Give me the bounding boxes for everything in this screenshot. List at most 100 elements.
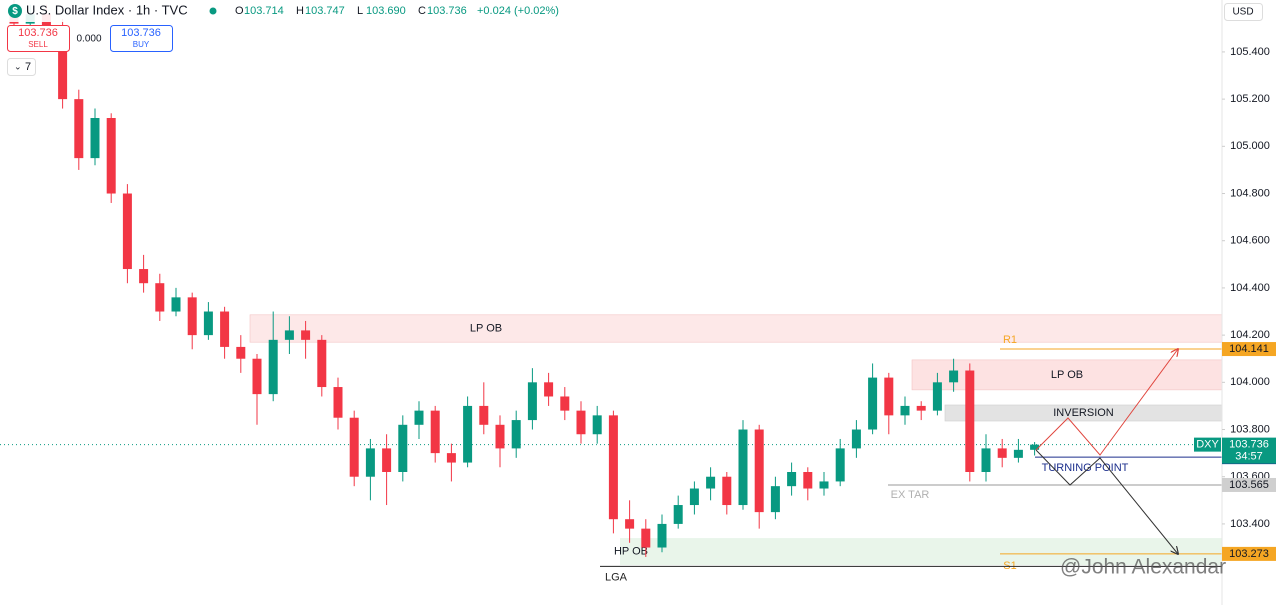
indicators-toggle[interactable] bbox=[7, 58, 36, 76]
zone-label: LP OB bbox=[470, 322, 502, 334]
zone-label: INVERSION bbox=[1053, 407, 1114, 419]
candle-body bbox=[868, 377, 878, 430]
sell-label: SELL bbox=[28, 40, 48, 49]
symbol-tag bbox=[1194, 437, 1221, 452]
zone bbox=[249, 314, 1223, 343]
level-label: S1 bbox=[1003, 560, 1016, 572]
candle-body bbox=[544, 382, 554, 397]
candle-body bbox=[122, 193, 132, 270]
candle-body bbox=[851, 429, 861, 449]
ohlc-value: 103.714 bbox=[244, 5, 284, 17]
price-tag bbox=[1222, 546, 1276, 561]
y-tick-label: 105.000 bbox=[1230, 140, 1270, 152]
ohlc-label: L bbox=[357, 5, 363, 17]
price-tag-text: 104.141 bbox=[1229, 343, 1269, 355]
candle-body bbox=[430, 410, 440, 454]
currency-button[interactable] bbox=[1224, 3, 1263, 21]
indicator-count: 7 bbox=[25, 61, 31, 73]
level-label: TURNING POINT bbox=[1042, 462, 1129, 474]
y-tick-label: 103.400 bbox=[1230, 518, 1270, 530]
candle-body bbox=[738, 429, 748, 506]
y-tick-label: 105.200 bbox=[1230, 93, 1270, 105]
price-axis: 103.400103.600103.800104.000104.200104.4… bbox=[1222, 46, 1270, 530]
chevron: ⌄ bbox=[14, 61, 22, 71]
candle-body bbox=[689, 488, 699, 506]
symbol-icon bbox=[8, 4, 22, 18]
candle-body bbox=[139, 269, 149, 284]
zone-label: LP OB bbox=[1051, 369, 1083, 381]
last-price-text: 103.736 bbox=[1229, 439, 1269, 451]
zone bbox=[620, 538, 1222, 565]
buy-button[interactable] bbox=[110, 25, 173, 52]
y-tick-label: 104.800 bbox=[1230, 187, 1270, 199]
symbol-title: U.S. Dollar Index · 1h · TVC bbox=[26, 2, 188, 17]
symbol-tag-text: DXY bbox=[1196, 439, 1219, 451]
candle-body bbox=[74, 99, 84, 159]
candle-body bbox=[365, 448, 375, 477]
buy-label: BUY bbox=[133, 40, 150, 49]
ohlc-label: O bbox=[235, 5, 244, 17]
zone-label: HP OB bbox=[614, 545, 648, 557]
candle-body bbox=[819, 481, 829, 489]
level-label: LGA bbox=[605, 571, 628, 583]
candle-body bbox=[284, 330, 294, 340]
candle-body bbox=[463, 405, 473, 463]
candle-body bbox=[949, 370, 959, 383]
last-price-tag bbox=[1222, 437, 1276, 464]
ohlc-label: H bbox=[296, 5, 304, 17]
candle-body bbox=[106, 118, 116, 194]
candle-body bbox=[527, 382, 537, 421]
candle-body bbox=[1013, 449, 1023, 458]
price-tags: 104.141103.273103.683103.565DXY103.73634… bbox=[1194, 342, 1276, 561]
candle-body bbox=[932, 382, 942, 411]
candles bbox=[9, 0, 1040, 557]
level-label: R1 bbox=[1003, 334, 1017, 346]
candle-body bbox=[479, 405, 489, 425]
zones: LP OB LP OB INVERSION HP OB bbox=[249, 314, 1223, 565]
candle-body bbox=[446, 453, 456, 463]
candle-body bbox=[754, 429, 764, 513]
candle-body bbox=[58, 28, 68, 100]
status-dot bbox=[209, 7, 217, 15]
ohlc-value: 103.690 bbox=[366, 5, 406, 17]
candle-body bbox=[187, 297, 197, 336]
header-bg bbox=[0, 0, 600, 22]
y-tick-label: 104.400 bbox=[1230, 282, 1270, 294]
y-tick-label: 104.000 bbox=[1230, 376, 1270, 388]
candle-body bbox=[560, 396, 570, 411]
candle-body bbox=[495, 424, 505, 449]
watermark: @John Alexandar bbox=[1060, 556, 1226, 579]
candle-body bbox=[965, 370, 975, 472]
candle-body bbox=[835, 448, 845, 482]
candle-body bbox=[657, 523, 667, 548]
candle-body bbox=[608, 415, 618, 520]
candle-body bbox=[333, 387, 343, 418]
candle-body bbox=[576, 410, 586, 435]
candle-body bbox=[382, 448, 392, 472]
buy-price: 103.736 bbox=[121, 27, 161, 39]
change: +0.024 (+0.02%) bbox=[477, 5, 559, 17]
candle-body bbox=[673, 505, 683, 524]
candle-body bbox=[997, 448, 1007, 458]
candle-body bbox=[414, 410, 424, 425]
symbol-icon-text: $ bbox=[12, 6, 18, 17]
projection-down bbox=[1035, 449, 1178, 554]
candle-body bbox=[770, 486, 780, 513]
candle-body bbox=[900, 405, 910, 416]
sell-button[interactable] bbox=[7, 25, 70, 52]
price-tag bbox=[1222, 477, 1276, 492]
candle-body bbox=[398, 424, 408, 472]
candle-body bbox=[236, 346, 246, 359]
y-tick-label: 105.400 bbox=[1230, 46, 1270, 58]
candle-body bbox=[1030, 444, 1040, 450]
candle-body bbox=[803, 472, 813, 489]
candle-body bbox=[641, 528, 651, 548]
candle-body bbox=[220, 311, 230, 347]
candle-body bbox=[268, 339, 278, 395]
candle-body bbox=[317, 339, 327, 388]
level-label: EX TAR bbox=[891, 489, 930, 501]
candle-body bbox=[171, 297, 181, 312]
projection-up bbox=[1035, 349, 1178, 456]
zone bbox=[911, 359, 1223, 391]
